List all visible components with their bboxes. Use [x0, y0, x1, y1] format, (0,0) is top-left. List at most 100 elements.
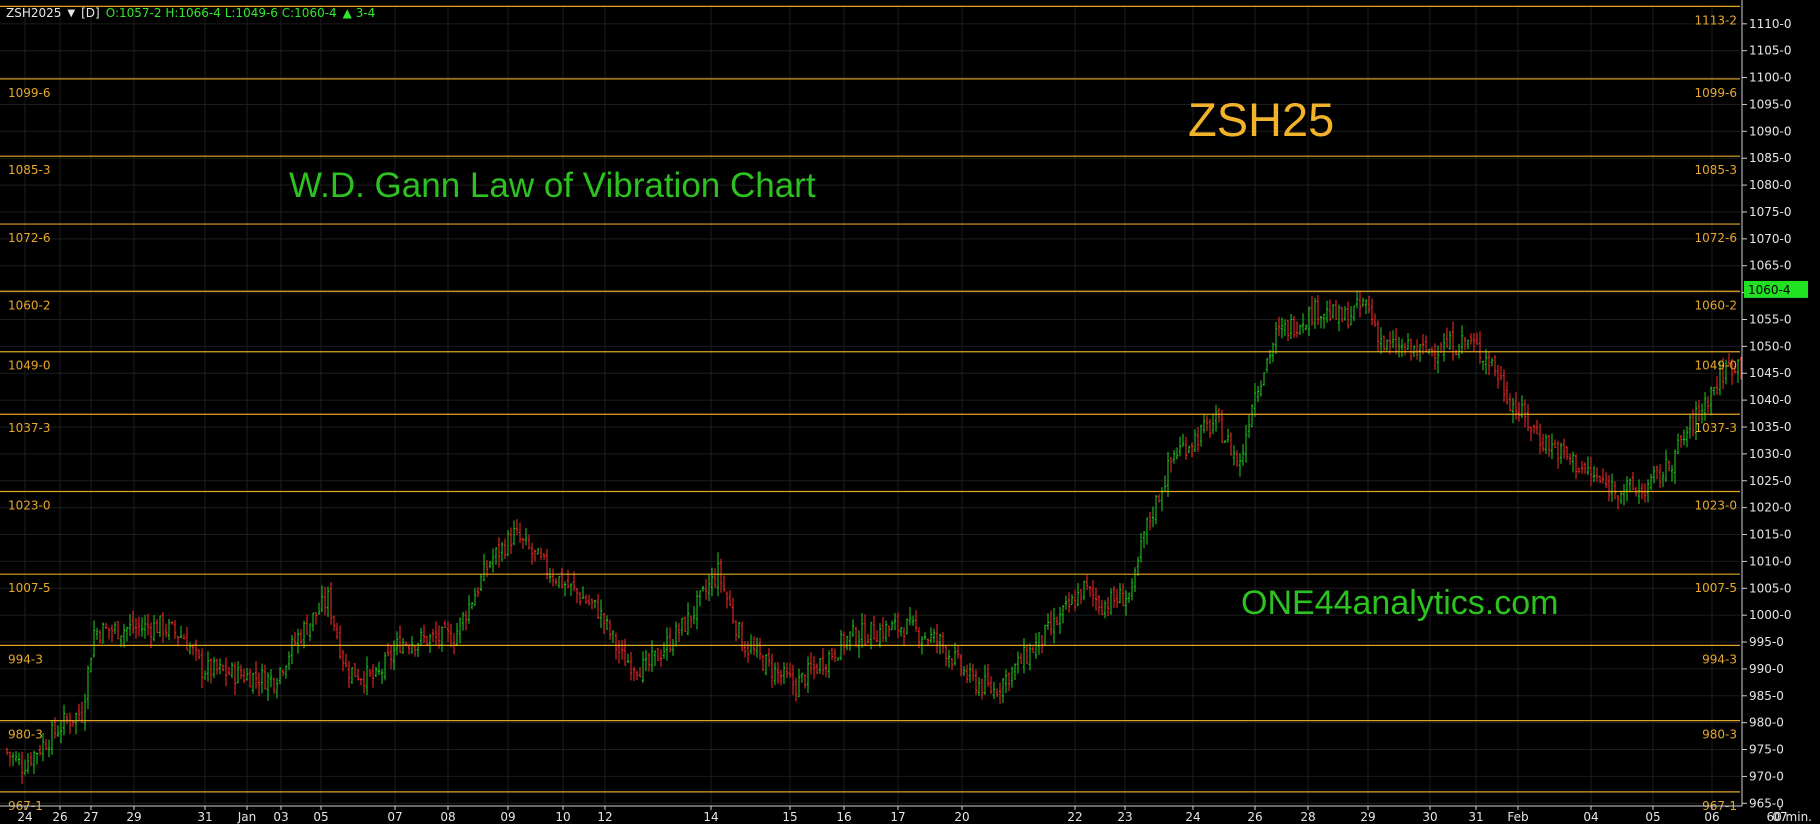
- gann-level-label-left: 1085-3: [8, 163, 51, 177]
- ohlc-readout: O:1057-2 H:1066-4 L:1049-6 C:1060-4: [105, 6, 337, 20]
- time-axis-tick-label: 04: [1583, 810, 1598, 824]
- price-axis-tick-label: 1085-0: [1749, 151, 1792, 165]
- price-axis-tick-label: 995-0: [1749, 635, 1784, 649]
- time-axis-tick-label: 31: [1468, 810, 1483, 824]
- time-axis-tick-label: 23: [1117, 810, 1132, 824]
- gann-level-label-right: 1023-0: [1694, 499, 1737, 513]
- price-axis-tick-label: 1005-0: [1749, 581, 1792, 595]
- price-axis-tick-label: 1010-0: [1749, 554, 1792, 568]
- time-axis-tick-label: 05: [313, 810, 328, 824]
- gann-level-label-left: 980-3: [8, 728, 43, 742]
- price-axis-tick-label: 1030-0: [1749, 447, 1792, 461]
- symbol-title: ZSH25: [1188, 93, 1335, 146]
- gann-level-label-left: 1007-5: [8, 581, 51, 595]
- time-axis-tick-label: 26: [1247, 810, 1262, 824]
- price-axis-tick-label: 1020-0: [1749, 501, 1792, 515]
- gann-level-label-left: 1099-6: [8, 86, 51, 100]
- time-axis-tick-label: Feb: [1507, 810, 1528, 824]
- time-axis-tick-label: 28: [1300, 810, 1315, 824]
- last-price-badge: [1744, 280, 1808, 298]
- time-axis-tick-label: 09: [500, 810, 515, 824]
- time-axis-tick-label: 08: [440, 810, 455, 824]
- time-axis[interactable]: 24 26 27 29 31 Jan 03 05 07 08 09 10 12 14 15 16 17 20 22 2…: [0, 805, 1812, 824]
- price-axis-tick-label: 975-0: [1749, 743, 1784, 757]
- time-axis-unit-label: 60 min.: [1766, 810, 1812, 824]
- gann-level-label-right: 1049-0: [1694, 359, 1737, 373]
- gann-level-label-left: 1072-6: [8, 231, 51, 245]
- price-axis-tick-label: 985-0: [1749, 689, 1784, 703]
- time-axis-tick-label: 16: [836, 810, 851, 824]
- chart-title: W.D. Gann Law of Vibration Chart: [289, 166, 816, 205]
- gann-level-label-right: 1037-3: [1694, 421, 1737, 435]
- price-axis-tick-label: 1050-0: [1749, 339, 1792, 353]
- price-axis-tick-label: 1040-0: [1749, 393, 1792, 407]
- price-axis-tick-label: 1055-0: [1749, 312, 1792, 326]
- time-axis-tick-label: 26: [52, 810, 67, 824]
- gann-level-label-left: 1049-0: [8, 359, 51, 373]
- price-axis-tick-label: 1000-0: [1749, 608, 1792, 622]
- price-axis-tick-label: 1035-0: [1749, 420, 1792, 434]
- symbol-header: ZSH2025 ▼ [D] O:1057-2 H:1066-4 L:1049-6…: [6, 5, 375, 21]
- time-axis-tick-label: 20: [954, 810, 969, 824]
- period-label: [D]: [81, 6, 100, 20]
- time-axis-tick-label: 07: [1772, 810, 1787, 824]
- time-axis-tick-label: 24: [17, 810, 32, 824]
- gann-level-label-left: 994-3: [8, 652, 43, 666]
- gann-level-label-right: 1007-5: [1694, 581, 1737, 595]
- gann-level-label-right: 1060-2: [1694, 298, 1737, 312]
- gann-level-label-right: 1099-6: [1694, 86, 1737, 100]
- time-axis-tick-label: 31: [197, 810, 212, 824]
- price-axis-tick-label: 1045-0: [1749, 366, 1792, 380]
- price-axis-tick-label: 970-0: [1749, 769, 1784, 783]
- website-label: ONE44analytics.com: [1241, 584, 1559, 622]
- gann-level-label-left: 1023-0: [8, 499, 51, 513]
- time-axis-tick-label: 07: [387, 810, 402, 824]
- price-axis-tick-label: 1110-0: [1749, 17, 1792, 31]
- price-axis-tick-label: 1025-0: [1749, 474, 1792, 488]
- time-axis-tick-label: 15: [782, 810, 797, 824]
- change-readout: ▲ 3-4: [342, 6, 376, 20]
- time-axis-tick-label: 03: [273, 810, 288, 824]
- gann-level-label-right: 1085-3: [1694, 163, 1737, 177]
- price-axis-tick-label: 1065-0: [1749, 259, 1792, 273]
- time-axis-tick-label: 10: [555, 810, 570, 824]
- candles: [5, 282, 1820, 785]
- price-axis-tick-label: 1015-0: [1749, 528, 1792, 542]
- time-axis-tick-label: 05: [1645, 810, 1660, 824]
- gann-level-label-right: 1072-6: [1694, 231, 1737, 245]
- gann-levels: 1113-2 1099-6 1099-6 1085-3 1085-3 1072-6 1072…: [0, 5, 1740, 813]
- time-axis-tick-label: 30: [1422, 810, 1437, 824]
- time-axis-tick-label: 06: [1704, 810, 1719, 824]
- price-axis-tick-label: 1090-0: [1749, 124, 1792, 138]
- price-axis-tick-label: 1080-0: [1749, 178, 1792, 192]
- price-axis-tick-label: 1095-0: [1749, 97, 1792, 111]
- last-price-label: 1060-4: [1748, 283, 1791, 297]
- price-axis-tick-label: 990-0: [1749, 662, 1784, 676]
- price-axis-tick-label: 1075-0: [1749, 205, 1792, 219]
- time-axis-tick-label: 22: [1067, 810, 1082, 824]
- price-axis-background: [1742, 0, 1820, 824]
- price-axis-tick-label: 965-0: [1749, 796, 1784, 810]
- time-axis-tick-label: 14: [703, 810, 718, 824]
- price-axis-tick-label: 1100-0: [1749, 71, 1792, 85]
- time-axis-tick-label: 29: [126, 810, 141, 824]
- price-axis[interactable]: 965-0 970-0 975-0 980-0 985-0 990-0 995-0 1000-…: [1741, 0, 1820, 824]
- price-axis-tick-label: 1070-0: [1749, 232, 1792, 246]
- gann-level-label-left: 1060-2: [8, 298, 51, 312]
- price-axis-tick-label: 980-0: [1749, 716, 1784, 730]
- symbol-label[interactable]: ZSH2025: [6, 6, 62, 20]
- time-axis-tick-label: 27: [83, 810, 98, 824]
- price-axis-tick-label: 1105-0: [1749, 44, 1792, 58]
- time-axis-tick-label: 17: [890, 810, 905, 824]
- symbol-dropdown-icon[interactable]: ▼: [67, 7, 76, 19]
- gann-level-label-right: 994-3: [1702, 652, 1737, 666]
- time-axis-tick-label: Jan: [237, 810, 257, 824]
- time-axis-tick-label: 12: [597, 810, 612, 824]
- gann-level-label-right: 1113-2: [1694, 13, 1737, 27]
- time-axis-tick-label: 24: [1185, 810, 1200, 824]
- time-axis-tick-label: 29: [1360, 810, 1375, 824]
- gann-level-label-right: 980-3: [1702, 728, 1737, 742]
- gann-level-label-left: 1037-3: [8, 421, 51, 435]
